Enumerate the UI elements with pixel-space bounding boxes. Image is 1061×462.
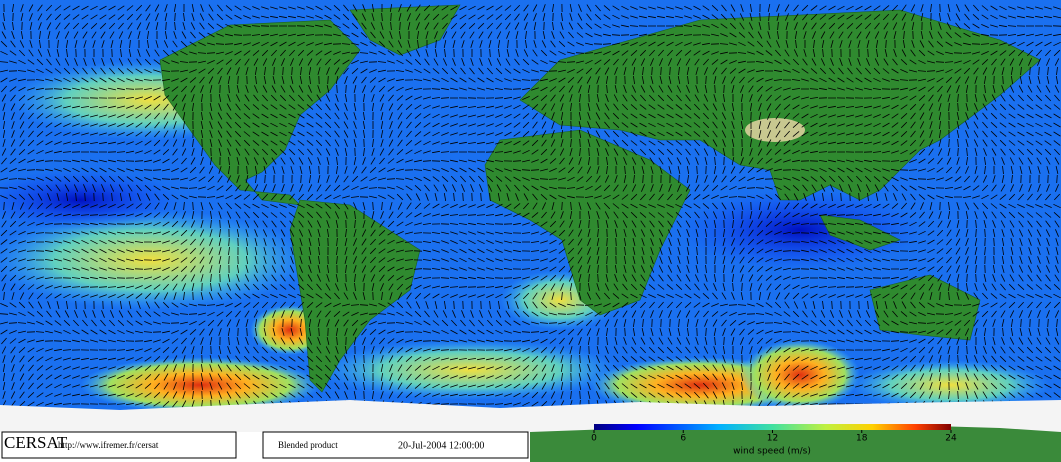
wind-arrows: [0, 3, 1061, 409]
plateau: [745, 118, 805, 142]
url: http://www.ifremer.fr/cersat: [58, 440, 159, 450]
colorbar-tick-label: 18: [856, 434, 868, 444]
colorbar-tick-label: 24: [945, 434, 957, 444]
colorbar-tick-label: 12: [767, 434, 778, 444]
colorbar-tick-label: 0: [591, 434, 597, 444]
datetime: 20-Jul-2004 12:00:00: [398, 440, 484, 451]
credit-box: [1, 431, 237, 459]
logo: CERSAT: [4, 433, 68, 452]
product-box: [262, 431, 529, 459]
colorbar-label: wind speed (m/s): [733, 447, 811, 457]
land-strip: [530, 425, 1061, 462]
colorbar: [594, 424, 951, 430]
product: Blended product: [278, 440, 338, 450]
colorbar-tick-label: 6: [680, 434, 686, 444]
colorbar-ramp: [594, 424, 951, 430]
